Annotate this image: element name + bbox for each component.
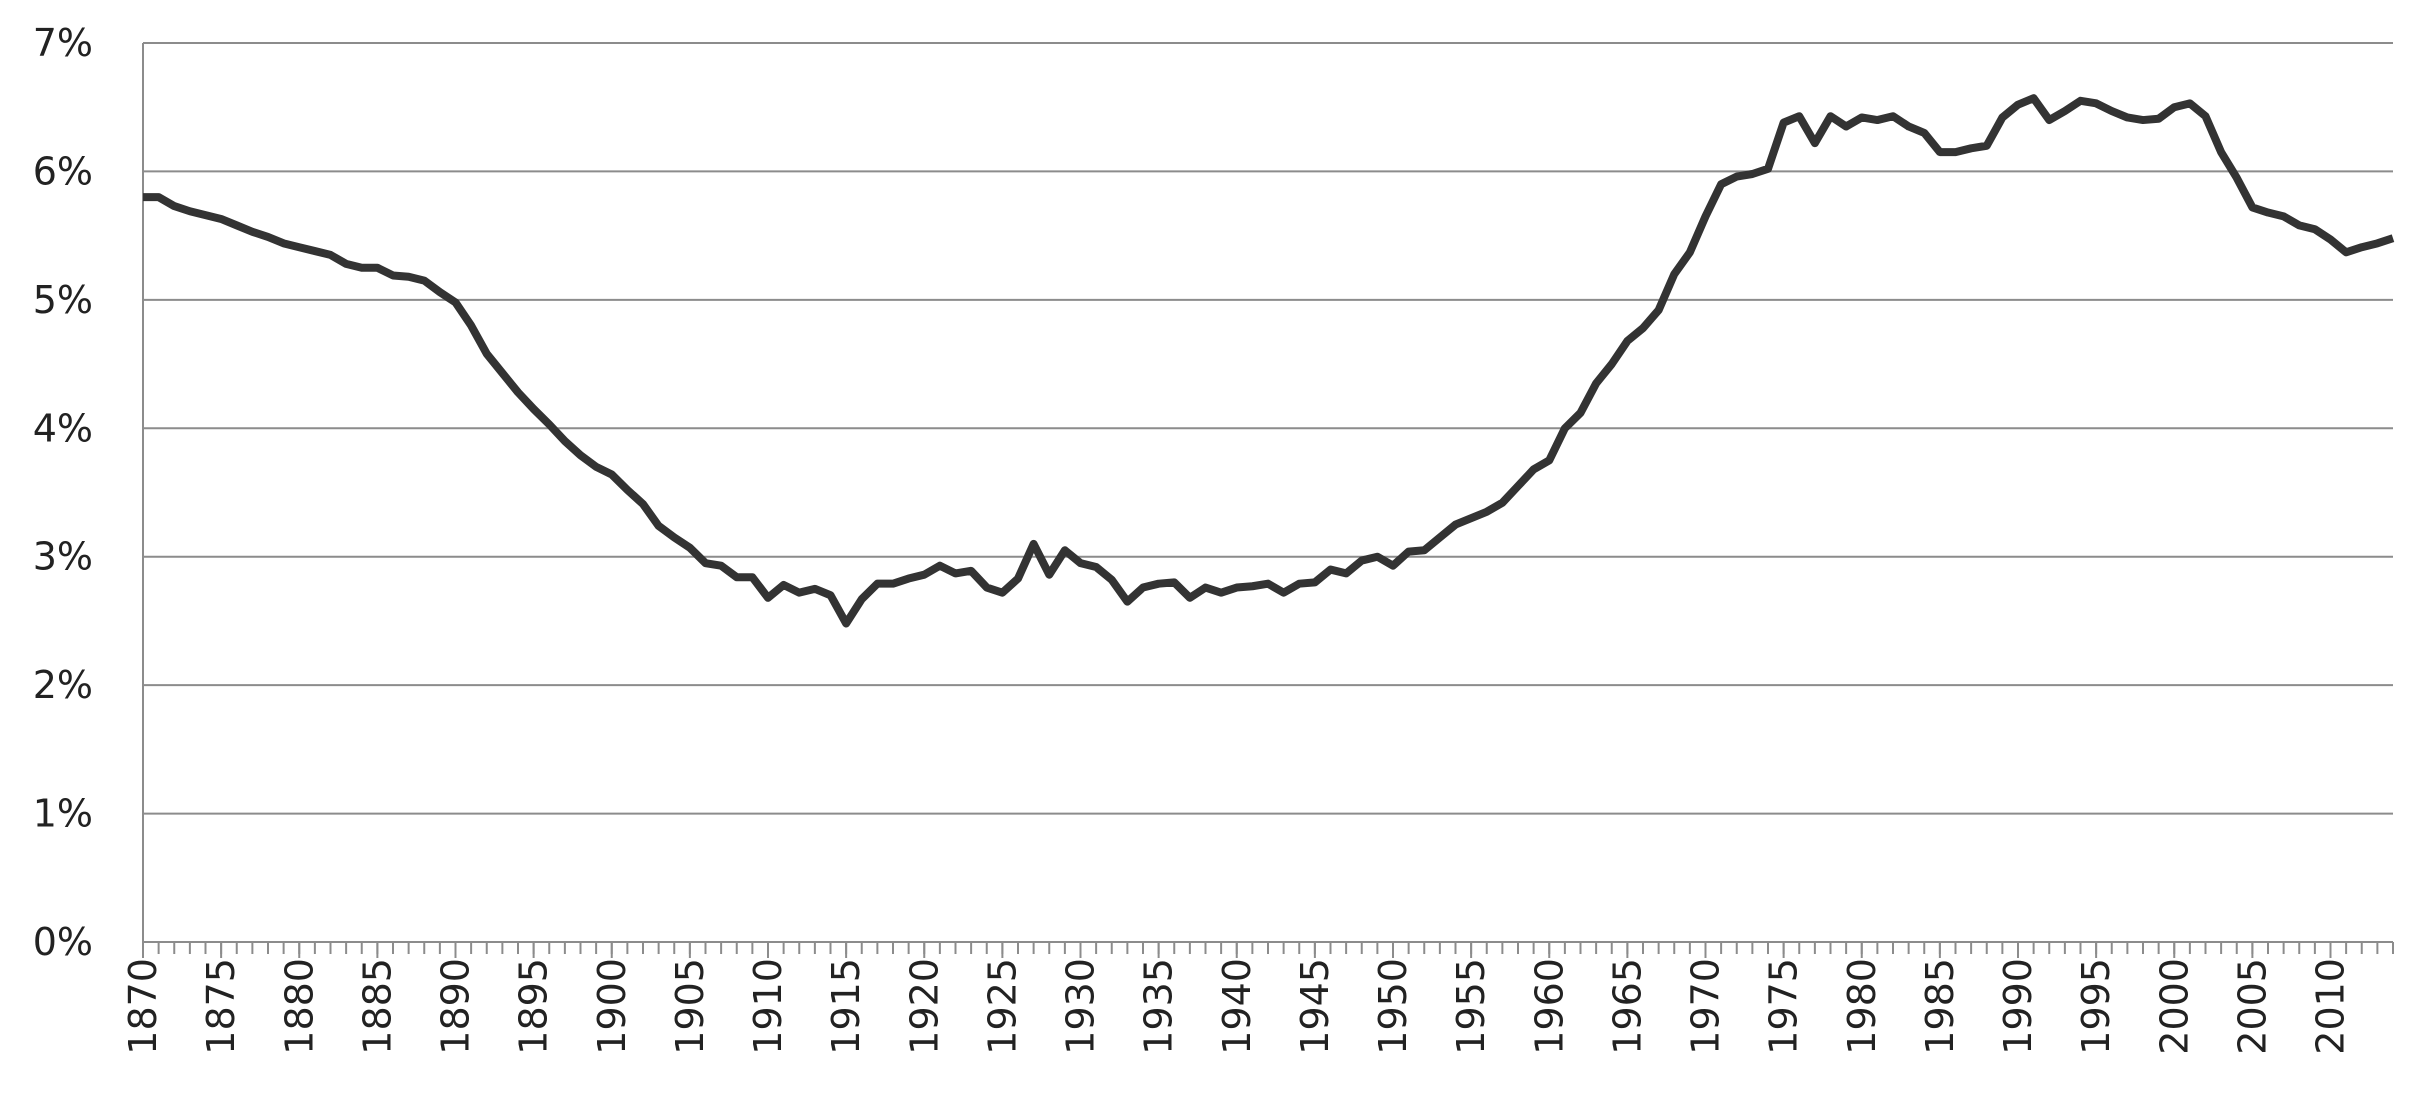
x-tick-label: 1935	[1137, 958, 1181, 1055]
x-tick-label: 1910	[746, 958, 790, 1055]
y-tick-label: 3%	[33, 535, 93, 579]
x-tick-label: 1950	[1371, 958, 1415, 1055]
x-tick-label: 1915	[824, 958, 868, 1055]
x-tick-label: 1880	[277, 958, 321, 1055]
line	[143, 94, 2395, 628]
x-tick-label: 1905	[668, 958, 712, 1055]
y-tick-label: 1%	[33, 792, 93, 836]
y-tick-label: 2%	[33, 663, 93, 707]
x-tick-label: 1955	[1449, 958, 1493, 1055]
x-tick-label: 1990	[1996, 958, 2040, 1055]
x-tick-label: 1995	[2074, 958, 2118, 1055]
x-tick-label: 1885	[355, 958, 399, 1055]
x-tick-label: 1900	[590, 958, 634, 1055]
y-tick-label: 0%	[33, 920, 93, 964]
x-tick-label: 1890	[434, 958, 478, 1055]
x-tick-label: 1870	[121, 958, 165, 1055]
x-tick-label: 1970	[1684, 958, 1728, 1055]
x-tick-label: 1965	[1605, 958, 1649, 1055]
y-tick-label: 4%	[33, 406, 93, 450]
x-tick-label: 1920	[902, 958, 946, 1055]
x-tick-label: 1975	[1762, 958, 1806, 1055]
x-tick-label: 2010	[2309, 958, 2353, 1055]
y-tick-label: 5%	[33, 278, 93, 322]
y-tick-label: 7%	[33, 21, 93, 65]
x-tick-label: 2000	[2152, 958, 2196, 1055]
x-tick-label: 1895	[512, 958, 556, 1055]
y-tick-label: 6%	[33, 149, 93, 193]
x-tick-label: 1985	[1918, 958, 1962, 1055]
x-tick-label: 2005	[2230, 958, 2274, 1055]
x-tick-label: 1875	[199, 958, 243, 1055]
x-tick-label: 1960	[1527, 958, 1571, 1055]
x-tick-label: 1925	[980, 958, 1024, 1055]
x-tick-label: 1945	[1293, 958, 1337, 1055]
x-tick-label: 1980	[1840, 958, 1884, 1055]
x-tick-label: 1940	[1215, 958, 1259, 1055]
x-tick-label: 1930	[1059, 958, 1103, 1055]
